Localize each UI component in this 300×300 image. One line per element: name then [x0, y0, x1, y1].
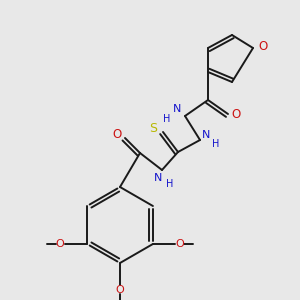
Text: N: N — [202, 130, 210, 140]
Text: N: N — [154, 173, 162, 183]
Text: O: O — [258, 40, 268, 52]
Text: O: O — [56, 239, 64, 249]
Text: O: O — [176, 239, 184, 249]
Text: S: S — [149, 122, 157, 134]
Text: H: H — [166, 179, 174, 189]
Text: O: O — [116, 285, 124, 295]
Text: O: O — [112, 128, 122, 140]
Text: N: N — [173, 104, 181, 114]
Text: H: H — [163, 114, 171, 124]
Text: O: O — [231, 107, 241, 121]
Text: H: H — [212, 139, 220, 149]
